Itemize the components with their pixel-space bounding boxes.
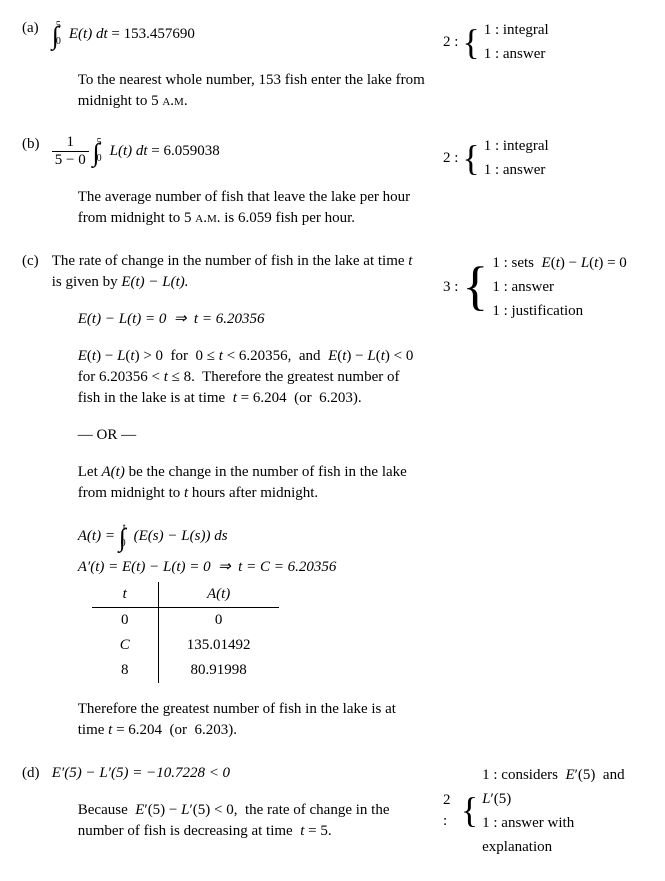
part-c-para2: E(t) − L(t) > 0 for 0 ≤ t < 6.20356, and… (78, 346, 425, 409)
part-c-left: (c) The rate of change in the number of … (22, 251, 443, 740)
rubric-line: 1 : sets E(t) − L(t) = 0 (492, 251, 626, 275)
part-c-eqAprime: A′(t) = E(t) − L(t) = 0 ⇒ t = C = 6.2035… (78, 557, 425, 578)
part-b-expr: 15 − 0 ∫50L(t) dt = 6.059038 (52, 143, 220, 159)
part-a: (a) ∫50E(t) dt = 153.457690 To the neare… (22, 18, 643, 112)
rubric-lines: 1 : sets E(t) − L(t) = 0 1 : answer 1 : … (492, 251, 626, 323)
table-header-At: A(t) (158, 582, 278, 608)
brace-icon: { (462, 268, 488, 306)
part-b-rubric: 2 : { 1 : integral 1 : answer (443, 134, 643, 182)
rubric-points: 2 : (443, 790, 457, 832)
table-header-t: t (92, 582, 159, 608)
part-b-explain: The average number of fish that leave th… (78, 187, 425, 229)
part-d: (d) E′(5) − L′(5) = −10.7228 < 0 Because… (22, 763, 643, 859)
part-d-rubric: 2 : { 1 : considers E′(5) and L′(5) 1 : … (443, 763, 643, 859)
brace-icon: { (462, 28, 479, 57)
part-d-body: E′(5) − L′(5) = −10.7228 < 0 Because E′(… (52, 763, 425, 842)
rubric-line: 1 : considers E′(5) and L′(5) (482, 763, 643, 811)
part-a-left: (a) ∫50E(t) dt = 153.457690 To the neare… (22, 18, 443, 112)
part-c-intro: The rate of change in the number of fish… (52, 253, 413, 290)
brace-icon: { (462, 144, 479, 173)
part-a-integral: ∫50E(t) dt = 153.457690 (52, 26, 195, 42)
table-row: C 135.01492 (92, 633, 279, 658)
part-a-label: (a) (22, 18, 48, 39)
rubric-lines: 1 : integral 1 : answer (484, 18, 549, 66)
brace-icon: { (461, 796, 478, 825)
part-b-left: (b) 15 − 0 ∫50L(t) dt = 6.059038 The ave… (22, 134, 443, 229)
part-c-para3: Let A(t) be the change in the number of … (78, 462, 425, 504)
rubric-lines: 1 : considers E′(5) and L′(5) 1 : answer… (482, 763, 643, 859)
part-d-explain: Because E′(5) − L′(5) < 0, the rate of c… (78, 800, 425, 842)
part-c-table: t A(t) 0 0 C 135.01492 8 80.91998 (92, 582, 279, 683)
rubric-points: 3 : (443, 277, 458, 298)
part-c-or: — OR — (78, 425, 425, 446)
part-b: (b) 15 − 0 ∫50L(t) dt = 6.059038 The ave… (22, 134, 643, 229)
part-b-body: 15 − 0 ∫50L(t) dt = 6.059038 The average… (52, 134, 425, 229)
part-d-label: (d) (22, 763, 48, 784)
part-c-rubric: 3 : { 1 : sets E(t) − L(t) = 0 1 : answe… (443, 251, 643, 323)
part-c-label: (c) (22, 251, 48, 272)
part-a-rubric: 2 : { 1 : integral 1 : answer (443, 18, 643, 66)
part-d-left: (d) E′(5) − L′(5) = −10.7228 < 0 Because… (22, 763, 443, 842)
part-d-eq: E′(5) − L′(5) = −10.7228 < 0 (52, 765, 230, 781)
part-c-conclusion: Therefore the greatest number of fish in… (78, 699, 425, 741)
part-c-eqA: A(t) = ∫t0(E(s) − L(s)) ds (78, 520, 425, 556)
rubric-points: 2 : (443, 148, 458, 169)
part-a-body: ∫50E(t) dt = 153.457690 To the nearest w… (52, 18, 425, 112)
part-c-eq1: E(t) − L(t) = 0 ⇒ t = 6.20356 (78, 309, 425, 330)
part-a-explain: To the nearest whole number, 153 fish en… (78, 70, 425, 112)
rubric-lines: 1 : integral 1 : answer (484, 134, 549, 182)
rubric-points: 2 : (443, 32, 458, 53)
part-c-body: The rate of change in the number of fish… (52, 251, 425, 740)
part-c: (c) The rate of change in the number of … (22, 251, 643, 740)
table-row: 0 0 (92, 607, 279, 633)
part-b-label: (b) (22, 134, 48, 155)
table-row: 8 80.91998 (92, 658, 279, 683)
